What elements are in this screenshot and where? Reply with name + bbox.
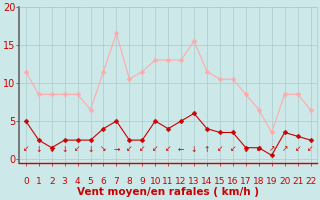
Text: ↙: ↙: [139, 145, 146, 154]
Text: ↙: ↙: [152, 145, 158, 154]
Text: ↙: ↙: [74, 145, 81, 154]
Text: ↘: ↘: [100, 145, 107, 154]
Text: ↓: ↓: [61, 145, 68, 154]
Text: ↓: ↓: [191, 145, 197, 154]
Text: ↗: ↗: [268, 145, 275, 154]
Text: ↙: ↙: [126, 145, 132, 154]
Text: ↓: ↓: [243, 145, 249, 154]
Text: ↙: ↙: [294, 145, 301, 154]
Text: ↙: ↙: [256, 145, 262, 154]
X-axis label: Vent moyen/en rafales ( km/h ): Vent moyen/en rafales ( km/h ): [77, 187, 259, 197]
Text: ↙: ↙: [23, 145, 29, 154]
Text: ↙: ↙: [165, 145, 171, 154]
Text: ↓: ↓: [36, 145, 42, 154]
Text: ↗: ↗: [282, 145, 288, 154]
Text: →: →: [113, 145, 120, 154]
Text: ↑: ↑: [204, 145, 210, 154]
Text: ↙: ↙: [307, 145, 314, 154]
Text: ↙: ↙: [217, 145, 223, 154]
Text: ↙: ↙: [230, 145, 236, 154]
Text: ←: ←: [178, 145, 184, 154]
Text: ↓: ↓: [49, 145, 55, 154]
Text: ↓: ↓: [87, 145, 94, 154]
